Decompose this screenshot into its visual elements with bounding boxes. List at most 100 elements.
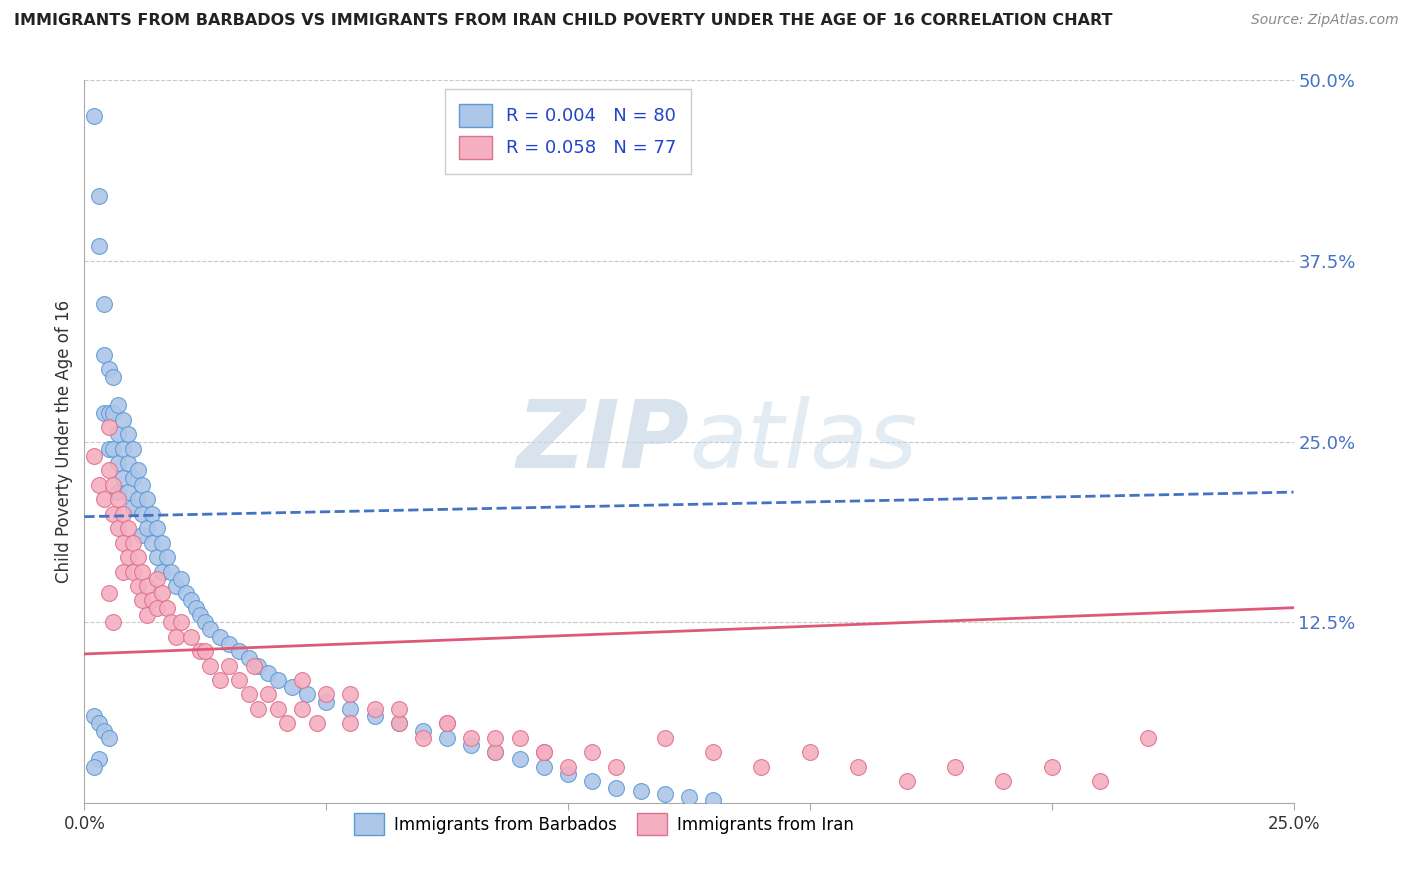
Point: [112, 413, 135, 427]
Point: [97, 463, 120, 477]
Point: [131, 507, 153, 521]
Point: [1088, 774, 1111, 789]
Point: [557, 760, 579, 774]
Point: [484, 745, 506, 759]
Point: [460, 731, 482, 745]
Point: [194, 644, 217, 658]
Point: [97, 362, 120, 376]
Point: [247, 658, 270, 673]
Point: [276, 716, 298, 731]
Point: [112, 507, 135, 521]
Point: [87, 752, 110, 766]
Point: [654, 731, 676, 745]
Point: [155, 550, 177, 565]
Point: [87, 239, 110, 253]
Point: [131, 565, 153, 579]
Point: [208, 630, 231, 644]
Point: [121, 442, 143, 456]
Point: [112, 470, 135, 484]
Point: [533, 745, 555, 759]
Point: [87, 478, 110, 492]
Point: [93, 723, 115, 738]
Point: [257, 665, 280, 680]
Point: [257, 687, 280, 701]
Point: [117, 427, 139, 442]
Point: [190, 607, 212, 622]
Point: [150, 565, 173, 579]
Point: [218, 637, 240, 651]
Text: atlas: atlas: [689, 396, 917, 487]
Point: [581, 774, 603, 789]
Point: [107, 427, 129, 442]
Point: [103, 615, 125, 630]
Point: [127, 492, 149, 507]
Point: [412, 731, 434, 745]
Point: [1137, 731, 1160, 745]
Point: [103, 442, 125, 456]
Point: [630, 784, 652, 798]
Point: [291, 702, 314, 716]
Point: [146, 550, 169, 565]
Point: [281, 680, 304, 694]
Point: [83, 449, 105, 463]
Point: [238, 687, 260, 701]
Point: [799, 745, 821, 759]
Point: [146, 572, 169, 586]
Text: IMMIGRANTS FROM BARBADOS VS IMMIGRANTS FROM IRAN CHILD POVERTY UNDER THE AGE OF : IMMIGRANTS FROM BARBADOS VS IMMIGRANTS F…: [14, 13, 1112, 29]
Point: [267, 673, 290, 687]
Point: [103, 478, 125, 492]
Point: [533, 760, 555, 774]
Point: [112, 442, 135, 456]
Point: [605, 781, 627, 796]
Text: Source: ZipAtlas.com: Source: ZipAtlas.com: [1251, 13, 1399, 28]
Point: [117, 550, 139, 565]
Point: [107, 456, 129, 470]
Point: [557, 767, 579, 781]
Point: [581, 745, 603, 759]
Point: [87, 716, 110, 731]
Point: [388, 702, 411, 716]
Point: [238, 651, 260, 665]
Point: [484, 745, 506, 759]
Point: [97, 420, 120, 434]
Point: [180, 630, 202, 644]
Point: [654, 787, 676, 801]
Point: [141, 593, 163, 607]
Point: [117, 521, 139, 535]
Point: [339, 716, 361, 731]
Text: ZIP: ZIP: [516, 395, 689, 488]
Point: [896, 774, 918, 789]
Point: [127, 579, 149, 593]
Point: [218, 658, 240, 673]
Point: [208, 673, 231, 687]
Point: [678, 790, 700, 805]
Point: [97, 442, 120, 456]
Point: [141, 535, 163, 549]
Point: [117, 456, 139, 470]
Point: [136, 492, 159, 507]
Point: [1040, 760, 1063, 774]
Point: [533, 745, 555, 759]
Point: [107, 485, 129, 500]
Point: [136, 521, 159, 535]
Point: [412, 723, 434, 738]
Point: [97, 586, 120, 600]
Point: [388, 716, 411, 731]
Point: [315, 695, 337, 709]
Point: [87, 189, 110, 203]
Point: [388, 716, 411, 731]
Point: [97, 731, 120, 745]
Point: [943, 760, 966, 774]
Point: [131, 593, 153, 607]
Point: [190, 644, 212, 658]
Point: [194, 615, 217, 630]
Point: [242, 658, 264, 673]
Point: [605, 760, 627, 774]
Point: [165, 630, 187, 644]
Point: [103, 369, 125, 384]
Point: [121, 500, 143, 514]
Y-axis label: Child Poverty Under the Age of 16: Child Poverty Under the Age of 16: [55, 300, 73, 583]
Point: [509, 752, 531, 766]
Point: [170, 615, 193, 630]
Point: [146, 521, 169, 535]
